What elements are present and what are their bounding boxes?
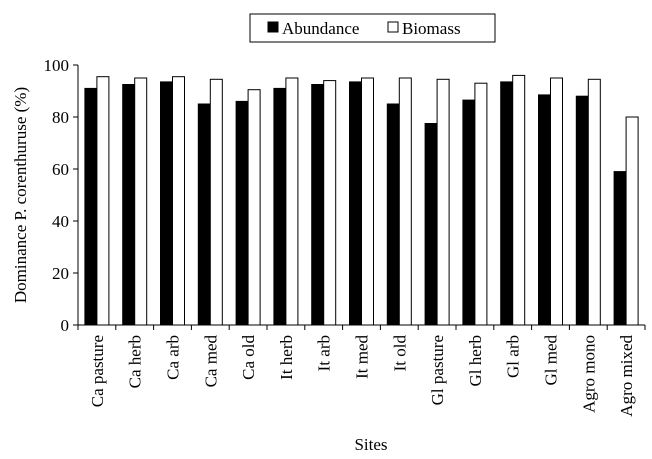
bar bbox=[575, 95, 589, 326]
bar bbox=[361, 77, 374, 326]
bar bbox=[84, 87, 98, 326]
bar bbox=[285, 77, 299, 326]
bar bbox=[436, 78, 450, 326]
bar bbox=[235, 100, 249, 326]
y-tick-label: 60 bbox=[52, 160, 69, 179]
y-tick-label: 100 bbox=[44, 56, 70, 75]
bar bbox=[311, 84, 325, 326]
x-tick-label: Agro mono bbox=[579, 335, 598, 413]
x-tick-label: Gl herb bbox=[466, 335, 485, 386]
legend-swatch bbox=[267, 21, 279, 33]
legend-label: Abundance bbox=[282, 19, 359, 38]
x-tick-label: Ca old bbox=[239, 335, 258, 380]
x-tick-label: Gl arb bbox=[504, 335, 523, 378]
bar bbox=[209, 78, 223, 326]
bar bbox=[134, 77, 148, 326]
bar bbox=[122, 84, 136, 326]
bar bbox=[323, 80, 337, 326]
y-axis-label: Dominance P. corenthuruse (%) bbox=[11, 87, 30, 303]
x-tick-label: Ca arb bbox=[164, 335, 183, 380]
bar bbox=[197, 103, 211, 326]
bar bbox=[386, 103, 400, 326]
y-tick-label: 20 bbox=[52, 264, 69, 283]
y-tick-label: 80 bbox=[52, 108, 69, 127]
legend-label: Biomass bbox=[402, 19, 461, 38]
x-tick-label: Agro mixed bbox=[617, 335, 636, 417]
x-axis-label: Sites bbox=[354, 435, 387, 454]
x-tick-label: Ca med bbox=[201, 335, 220, 388]
bar bbox=[172, 76, 185, 326]
bar bbox=[500, 81, 514, 326]
legend-swatch bbox=[387, 21, 399, 33]
bar bbox=[613, 171, 627, 326]
x-tick-label: It med bbox=[353, 335, 372, 379]
bar bbox=[587, 78, 601, 326]
x-tick-label: Ca pasture bbox=[88, 335, 107, 407]
bar bbox=[160, 81, 173, 326]
bar bbox=[424, 123, 438, 326]
y-tick-label: 40 bbox=[52, 212, 69, 231]
bar bbox=[512, 74, 526, 326]
bar bbox=[625, 116, 639, 326]
x-tick-label: It old bbox=[390, 335, 409, 372]
x-tick-label: It herb bbox=[277, 335, 296, 380]
bar bbox=[247, 89, 261, 326]
x-tick-label: Gl pasture bbox=[428, 335, 447, 405]
bar bbox=[538, 94, 551, 326]
bar bbox=[550, 77, 563, 326]
bar bbox=[96, 76, 110, 326]
x-tick-label: It arb bbox=[315, 335, 334, 371]
bar bbox=[398, 77, 412, 326]
x-tick-label: Ca herb bbox=[126, 335, 145, 388]
bar bbox=[349, 81, 362, 326]
bar bbox=[474, 82, 488, 326]
bar bbox=[462, 99, 476, 326]
x-tick-label: Gl med bbox=[542, 335, 561, 386]
bar bbox=[273, 87, 287, 326]
legend-box bbox=[249, 13, 496, 43]
y-tick-label: 0 bbox=[61, 316, 70, 335]
